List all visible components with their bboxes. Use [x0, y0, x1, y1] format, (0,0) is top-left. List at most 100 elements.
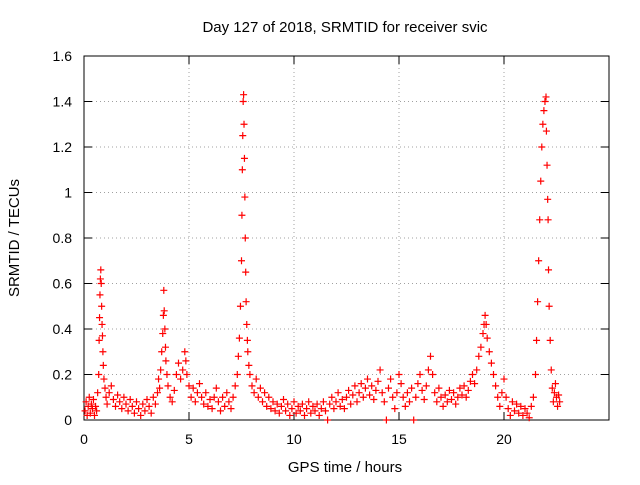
data-point	[81, 407, 89, 415]
data-point	[239, 98, 247, 105]
data-point	[241, 234, 249, 242]
data-point	[534, 298, 542, 306]
data-point	[307, 409, 315, 417]
data-point	[364, 375, 371, 383]
data-point	[435, 384, 443, 392]
data-point	[242, 298, 250, 306]
data-point	[219, 393, 227, 401]
data-point	[376, 366, 384, 374]
data-point	[441, 391, 449, 399]
data-point	[290, 398, 298, 406]
data-point	[437, 393, 445, 401]
data-point	[473, 366, 481, 374]
data-point	[100, 375, 108, 383]
data-point	[397, 380, 405, 388]
data-point	[549, 398, 557, 406]
data-point	[263, 402, 271, 410]
data-point	[259, 398, 266, 406]
data-point	[214, 398, 222, 406]
data-point	[187, 393, 195, 401]
data-point	[87, 400, 95, 408]
data-point	[385, 384, 392, 392]
grid-lines	[84, 56, 609, 420]
data-point	[177, 375, 185, 383]
data-point	[183, 371, 191, 378]
data-point	[324, 416, 332, 424]
data-point	[98, 320, 106, 328]
data-point	[269, 398, 277, 406]
data-point	[235, 334, 243, 342]
data-point	[418, 386, 426, 394]
data-point	[182, 357, 190, 365]
data-point	[267, 405, 275, 413]
data-point	[319, 398, 327, 406]
data-point	[481, 311, 489, 319]
data-point	[97, 266, 105, 274]
data-point	[403, 389, 411, 397]
data-point	[160, 307, 168, 315]
data-point	[311, 407, 319, 415]
data-point	[151, 400, 159, 408]
x-tick-label: 10	[286, 431, 302, 447]
data-point	[521, 405, 529, 413]
data-point	[450, 389, 458, 397]
data-point	[504, 405, 512, 413]
data-point	[292, 409, 300, 417]
data-point	[429, 371, 437, 378]
data-point	[483, 334, 491, 342]
data-point	[286, 411, 294, 419]
data-point	[542, 127, 550, 135]
data-point	[496, 402, 504, 410]
data-point	[160, 286, 168, 294]
data-point	[506, 411, 514, 419]
data-point	[338, 396, 346, 404]
y-tick-label: 0.8	[53, 230, 73, 246]
data-point	[542, 93, 550, 101]
data-point	[485, 348, 493, 356]
data-point	[82, 398, 90, 406]
data-point	[387, 375, 395, 383]
data-point	[114, 391, 122, 399]
data-point	[95, 371, 103, 378]
data-point	[374, 377, 382, 385]
data-point	[93, 407, 101, 415]
data-point	[482, 320, 490, 328]
data-point	[284, 400, 292, 408]
data-point	[366, 391, 374, 399]
data-point	[191, 398, 199, 406]
data-point	[245, 361, 253, 369]
data-point	[340, 405, 348, 413]
data-point	[280, 396, 287, 404]
data-point	[389, 393, 397, 401]
data-point	[536, 216, 544, 224]
data-point	[139, 400, 147, 408]
data-point	[238, 166, 246, 174]
data-point	[550, 389, 558, 397]
data-point	[233, 371, 241, 378]
data-point	[420, 396, 428, 404]
data-point	[456, 384, 464, 392]
data-point	[543, 161, 551, 169]
data-point	[544, 195, 552, 203]
data-point	[544, 216, 552, 224]
data-point	[523, 409, 531, 417]
data-point	[547, 366, 555, 374]
data-point	[241, 193, 249, 201]
data-point	[236, 302, 244, 310]
data-point	[345, 386, 353, 394]
data-point	[158, 348, 166, 356]
data-point	[135, 405, 143, 413]
data-point	[217, 407, 224, 415]
data-point	[206, 396, 214, 404]
y-tick-label: 1	[64, 185, 72, 201]
data-point	[204, 402, 212, 410]
data-point	[288, 405, 296, 413]
data-point	[98, 332, 106, 340]
data-point	[414, 380, 422, 388]
data-point	[202, 389, 210, 397]
data-points	[81, 91, 564, 424]
data-point	[464, 386, 472, 394]
data-point	[189, 384, 197, 392]
data-point	[243, 336, 251, 344]
data-point	[208, 405, 216, 413]
